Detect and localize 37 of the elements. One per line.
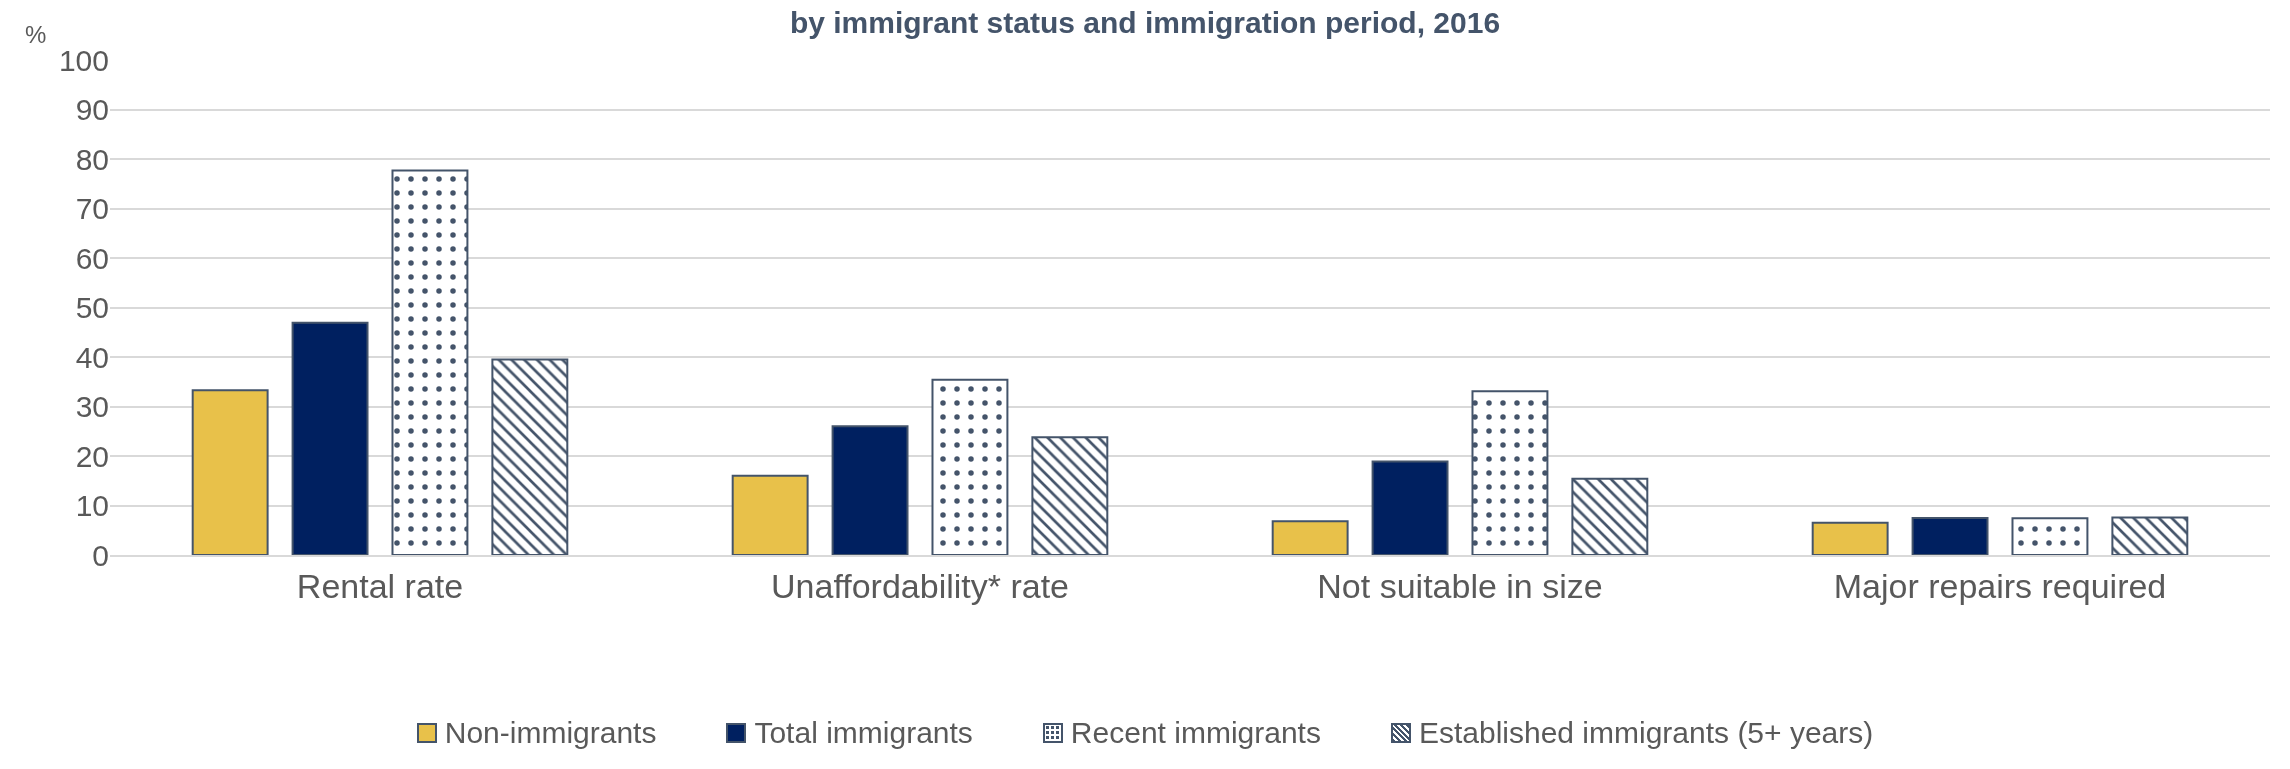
bar (931, 378, 1009, 555)
bar (2011, 517, 2089, 555)
y-tick-label: 20 (75, 439, 109, 473)
chart-title: by immigrant status and immigration period, 2016 (789, 5, 1501, 39)
x-tick-label: Unaffordability* rate (771, 566, 1069, 605)
bar (1811, 521, 1889, 555)
x-tick-label: Not suitable in size (1317, 566, 1603, 605)
y-tick-label: 50 (75, 291, 109, 324)
x-tick-label: Rental rate (296, 566, 464, 605)
y-tick-label: 40 (75, 340, 109, 374)
y-axis-title: % (25, 21, 47, 48)
x-tick-label: Major repairs required (1833, 566, 2167, 605)
bar (391, 169, 469, 555)
bar (291, 321, 369, 555)
bar (1371, 460, 1449, 555)
bar (731, 474, 809, 555)
y-tick-label: 100 (58, 43, 109, 77)
bar (191, 389, 269, 555)
y-tick-label: 10 (75, 489, 109, 522)
legend-label: Total immigrants (754, 716, 973, 750)
bar (1911, 516, 1989, 555)
legend-label: Recent immigrants (1070, 716, 1321, 750)
bar (1471, 390, 1549, 555)
bar (1271, 520, 1349, 555)
bar (491, 358, 569, 555)
bar (2111, 516, 2189, 555)
y-tick-label: 0 (92, 538, 109, 572)
bar (1571, 477, 1649, 555)
legend-label: Established immigrants (5+ years) (1418, 716, 1874, 750)
bar (831, 425, 909, 555)
y-tick-label: 80 (75, 142, 109, 176)
y-tick-label: 60 (75, 241, 109, 275)
bar (1031, 436, 1109, 555)
y-tick-label: 90 (75, 93, 109, 126)
y-tick-label: 70 (75, 192, 109, 225)
y-tick-label: 30 (75, 390, 109, 423)
legend-label: Non-immigrants (444, 716, 657, 750)
